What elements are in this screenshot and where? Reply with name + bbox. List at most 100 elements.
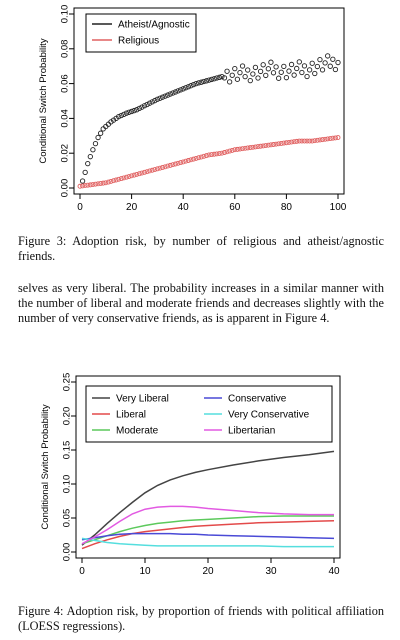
atheist-point [172, 89, 179, 95]
atheist-point [85, 160, 91, 167]
religious-point [325, 136, 331, 142]
religious-point [219, 150, 225, 156]
religious-point [299, 138, 305, 144]
religious-point [175, 160, 181, 166]
atheist-point [224, 68, 230, 74]
religious-point [268, 142, 274, 148]
religious-point [180, 159, 186, 165]
religious-point [201, 153, 207, 159]
religious-point [105, 179, 111, 185]
series-line-conservative [81, 532, 335, 541]
atheist-point [268, 59, 274, 65]
religious-point [188, 157, 194, 163]
atheist-point [229, 72, 235, 78]
atheist-point [294, 65, 300, 72]
atheist-point [167, 91, 173, 97]
atheist-point [162, 93, 168, 99]
atheist-point [214, 75, 220, 81]
religious-point [307, 138, 313, 144]
atheist-point [304, 73, 310, 80]
atheist-point [97, 130, 104, 136]
atheist-point [152, 97, 158, 104]
religious-point [247, 145, 253, 151]
atheist-point [123, 110, 130, 116]
legend-label: Libertarian [228, 426, 275, 437]
atheist-point [165, 92, 171, 98]
atheist-point [281, 63, 287, 70]
religious-point [126, 174, 132, 179]
atheist-point [322, 60, 328, 66]
religious-point [222, 150, 227, 155]
religious-point [302, 138, 307, 144]
atheist-point [141, 103, 148, 109]
atheist-point [232, 65, 238, 72]
religious-point [234, 146, 240, 152]
body-paragraph: selves as very liberal. The probability … [18, 281, 384, 325]
religious-point [263, 143, 269, 148]
atheist-point [118, 112, 124, 119]
atheist-point [188, 83, 194, 89]
religious-point [206, 152, 212, 158]
religious-point [108, 178, 114, 184]
atheist-point [175, 88, 181, 94]
figure-3-caption-text: Adoption risk, by number of religious an… [18, 234, 384, 263]
religious-point [100, 180, 106, 186]
atheist-point [265, 66, 271, 72]
atheist-point [270, 70, 277, 76]
atheist-point [196, 80, 202, 86]
legend-box [85, 13, 197, 53]
atheist-point [131, 107, 137, 114]
figure-4: 0 10 20 30 40 0.00 0.05 0.10 0.15 0.20 0.25 Conditi… [0, 362, 400, 602]
religious-point [289, 139, 295, 145]
atheist-point [226, 79, 233, 85]
figure-4-chart: 0 10 20 30 40 0.00 0.05 0.10 0.15 0.20 0.25 Conditi… [40, 373, 341, 577]
atheist-point [260, 62, 266, 68]
religious-point [123, 174, 129, 180]
religious-point [320, 137, 325, 143]
atheist-point [299, 69, 305, 76]
x-tick-label: 0 [77, 202, 83, 213]
y-tick-label: 0.10 [60, 5, 71, 24]
religious-point [309, 138, 315, 144]
atheist-point [242, 73, 248, 80]
religious-point [173, 161, 178, 167]
y-tick-label: 0.02 [60, 144, 71, 163]
religious-point [240, 146, 245, 152]
x-tick-label: 20 [202, 566, 214, 577]
religious-point [170, 162, 176, 168]
atheist-point [203, 78, 210, 84]
atheist-point [183, 85, 189, 91]
religious-point [85, 182, 91, 188]
atheist-point [170, 90, 176, 96]
atheist-point [216, 74, 222, 80]
religious-point [260, 143, 266, 149]
atheist-point [95, 134, 101, 141]
religious-point [304, 138, 310, 144]
x-tick-label: 80 [281, 202, 293, 213]
religious-point [142, 169, 147, 175]
atheist-point [136, 105, 142, 112]
atheist-point [134, 107, 140, 113]
religious-point [330, 135, 336, 141]
legend: Very Liberal Liberal Moderate Conservative V… [85, 385, 333, 443]
religious-point [191, 156, 196, 162]
religious-point [278, 141, 284, 146]
religious-point [216, 151, 222, 156]
figure-4-caption-label: Figure 4: [18, 604, 64, 618]
x-tick-label: 10 [139, 566, 151, 577]
religious-point [82, 183, 88, 189]
x-tick-label: 30 [265, 566, 277, 577]
atheist-point [332, 66, 339, 73]
atheist-point [82, 169, 88, 175]
religious-point [312, 138, 318, 144]
x-tick-label: 40 [178, 202, 190, 213]
atheist-point [92, 140, 99, 147]
religious-point [209, 152, 215, 158]
atheist-point [128, 108, 135, 115]
religious-point [149, 167, 155, 173]
religious-point [317, 137, 323, 143]
legend-label: Conservative [228, 394, 287, 405]
religious-point [196, 155, 202, 161]
religious-point [162, 164, 168, 170]
religious-point [296, 138, 302, 144]
